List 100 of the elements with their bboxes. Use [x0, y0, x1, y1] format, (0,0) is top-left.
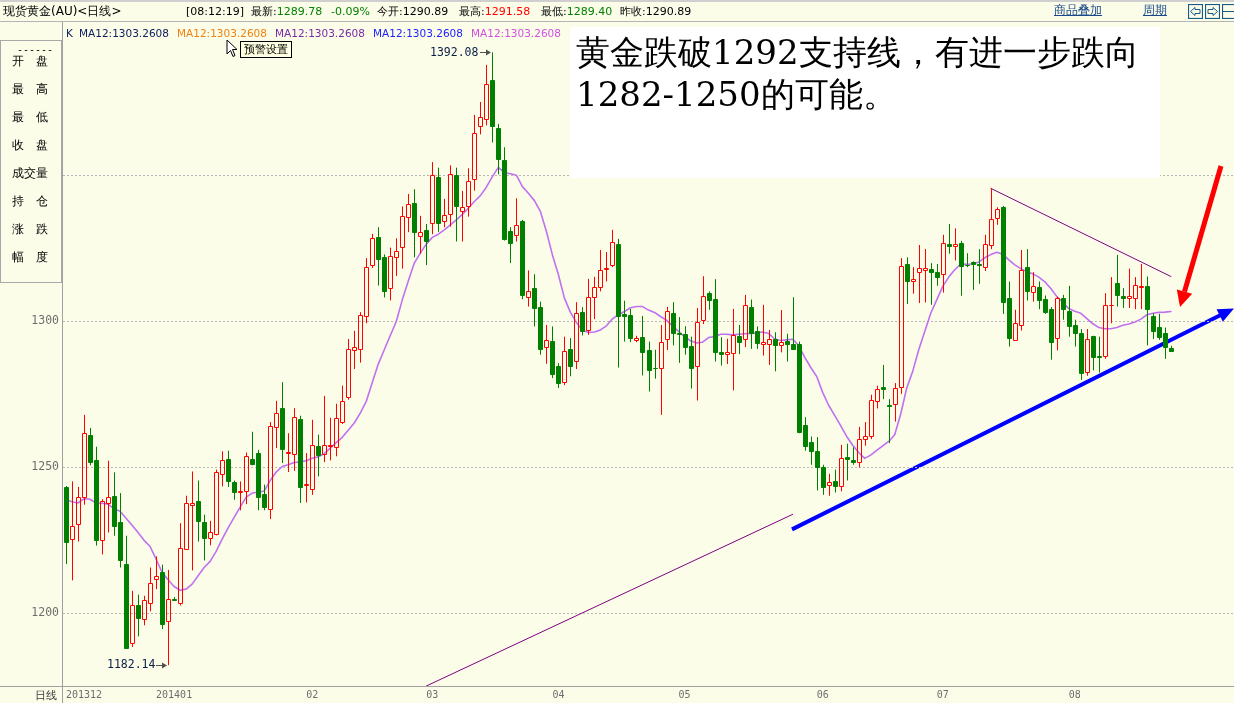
text: 成交量	[12, 166, 48, 180]
candlestick	[743, 294, 748, 348]
text: 昨收:1290.89	[620, 5, 692, 18]
candlestick	[1061, 294, 1066, 321]
candlestick	[562, 336, 567, 386]
candlestick	[370, 233, 375, 269]
candlestick	[496, 123, 501, 175]
text: 涨 跌	[12, 222, 48, 236]
candlestick	[460, 190, 465, 242]
candlestick	[568, 337, 573, 377]
annotation: MA12:1303.2608	[275, 27, 365, 40]
y-tick-label: 1300	[31, 313, 60, 328]
candlestick	[653, 349, 658, 380]
candlestick	[1031, 271, 1036, 303]
annotation: 1182.14	[107, 657, 156, 671]
candlestick	[448, 164, 453, 228]
chart-title: 现货黄金(AU)<日线>	[3, 4, 122, 18]
candlestick	[887, 398, 892, 444]
candlestick	[424, 223, 429, 266]
candlestick	[280, 381, 285, 464]
candlestick	[965, 252, 970, 268]
candlestick	[959, 240, 964, 297]
candlestick	[160, 564, 165, 630]
text: 最 高	[12, 82, 48, 96]
x-tick-label: 06	[816, 688, 829, 700]
candlestick	[899, 257, 904, 395]
candlestick	[995, 206, 1000, 226]
candlestick	[544, 324, 549, 365]
text: 周期	[1143, 3, 1167, 17]
candlestick	[881, 364, 886, 400]
x-tick-label: 201312	[65, 688, 103, 700]
text: 今开:1290.89	[377, 5, 449, 18]
candlestick	[905, 256, 910, 305]
text: [08:12:19]	[186, 5, 244, 18]
candlestick	[64, 485, 69, 565]
candlestick	[442, 198, 447, 228]
text: ------	[17, 43, 54, 55]
text: 幅 度	[12, 250, 48, 264]
candlestick	[166, 569, 171, 666]
candlestick	[466, 167, 471, 218]
candlestick	[845, 443, 850, 482]
candlestick	[1145, 276, 1150, 346]
text: 最低:1289.40	[541, 5, 613, 18]
candlestick	[737, 324, 742, 355]
annotation: 黄金跌破1292支持线，有进一步跌向1282-1250的可能。	[570, 27, 1160, 178]
text: -0.09%	[331, 5, 370, 18]
candlestick	[520, 219, 525, 300]
candlestick	[1169, 345, 1174, 353]
text: 商品叠加	[1054, 3, 1102, 17]
candlestick	[634, 335, 639, 343]
candlestick	[659, 324, 664, 416]
candlestick	[1055, 296, 1060, 351]
text: 最 低	[12, 110, 48, 124]
annotation: MA12:1303.2608	[373, 27, 463, 40]
candlestick	[695, 307, 700, 402]
candlestick	[172, 596, 177, 602]
candlestick	[701, 275, 706, 325]
candlestick	[779, 309, 784, 353]
candlestick	[1109, 276, 1114, 324]
candlestick	[1025, 248, 1030, 301]
candlestick	[412, 188, 417, 258]
annotation: 1392.08	[430, 45, 479, 59]
candlestick	[514, 197, 519, 242]
text: 持 仓	[12, 194, 48, 208]
candlestick	[574, 301, 579, 370]
candlestick	[196, 480, 201, 543]
text: 开 盘	[12, 54, 48, 68]
annotation: MA12:1303.2608	[471, 27, 561, 40]
candlestick	[70, 480, 75, 581]
candlestick	[580, 306, 585, 336]
y-tick-label: 1200	[31, 605, 60, 620]
candlestick	[839, 444, 844, 492]
annotation: MA12:1303.2608	[79, 27, 169, 40]
y-tick-label: 1250	[31, 459, 60, 474]
candlestick	[1115, 254, 1120, 308]
text: 最高:1291.58	[459, 5, 531, 18]
candlestick	[827, 473, 832, 497]
candlestick	[454, 167, 459, 242]
candlestick	[647, 341, 652, 393]
candlestick	[893, 382, 898, 423]
candlestick	[1103, 292, 1108, 360]
candlestick	[418, 215, 423, 255]
candlestick	[298, 415, 303, 504]
candlestick	[610, 229, 615, 268]
candlestick	[833, 469, 838, 493]
candlestick	[773, 331, 778, 372]
candlestick	[1085, 328, 1090, 377]
candlestick	[124, 535, 129, 650]
annotation: 预警设置	[240, 41, 292, 58]
candlestick	[202, 514, 207, 561]
candlestick	[130, 590, 135, 648]
candlestick	[472, 114, 477, 192]
text: 收 盘	[12, 138, 48, 152]
candlestick	[490, 51, 495, 144]
candlestick	[526, 269, 531, 308]
x-tick-label: 05	[678, 688, 691, 700]
candlestick	[851, 446, 856, 466]
candlestick	[640, 315, 645, 376]
candlestick	[316, 434, 321, 477]
candlestick	[436, 167, 441, 233]
